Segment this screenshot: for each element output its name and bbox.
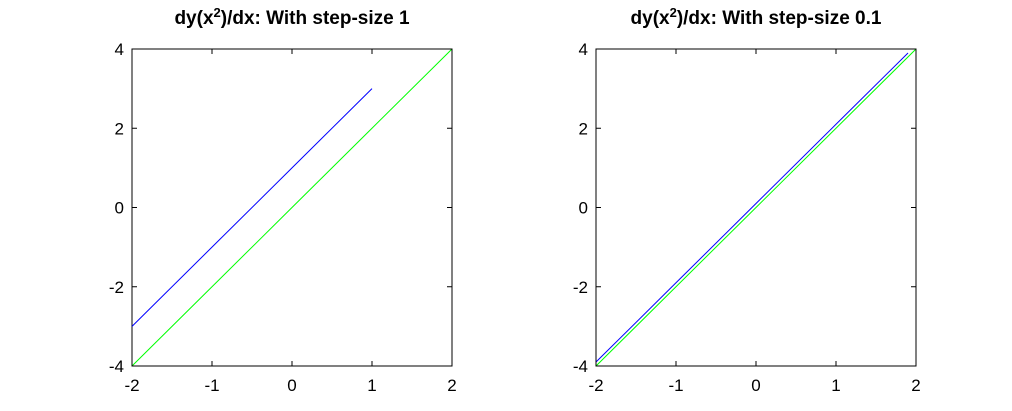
x-tick-label: 1: [367, 376, 376, 395]
y-tick-label: 0: [579, 199, 588, 218]
chart-title: dy(x2)/dx: With step-size 1: [174, 5, 410, 29]
series-line-1: [131, 88, 373, 327]
y-tick-label: -4: [573, 357, 588, 376]
chart-title: dy(x2)/dx: With step-size 0.1: [631, 5, 882, 29]
y-tick-label: 2: [579, 119, 588, 138]
series-line-2: [131, 48, 453, 367]
x-tick-label: 0: [751, 376, 760, 395]
x-tick-label: -1: [204, 376, 219, 395]
y-tick-label: 0: [115, 199, 124, 218]
y-tick-label: 4: [115, 40, 124, 59]
series-line-2: [595, 48, 917, 367]
series-line-1: [595, 52, 909, 363]
x-tick-label: 2: [911, 376, 920, 395]
x-tick-label: -2: [124, 376, 139, 395]
x-tick-label: -1: [668, 376, 683, 395]
y-tick-label: -4: [109, 357, 124, 376]
y-tick-label: 2: [115, 119, 124, 138]
y-tick-label: 4: [579, 40, 588, 59]
y-tick-label: -2: [573, 278, 588, 297]
x-tick-label: 1: [831, 376, 840, 395]
x-tick-label: 0: [287, 376, 296, 395]
x-tick-label: -2: [588, 376, 603, 395]
x-tick-label: 2: [447, 376, 456, 395]
y-tick-label: -2: [109, 278, 124, 297]
